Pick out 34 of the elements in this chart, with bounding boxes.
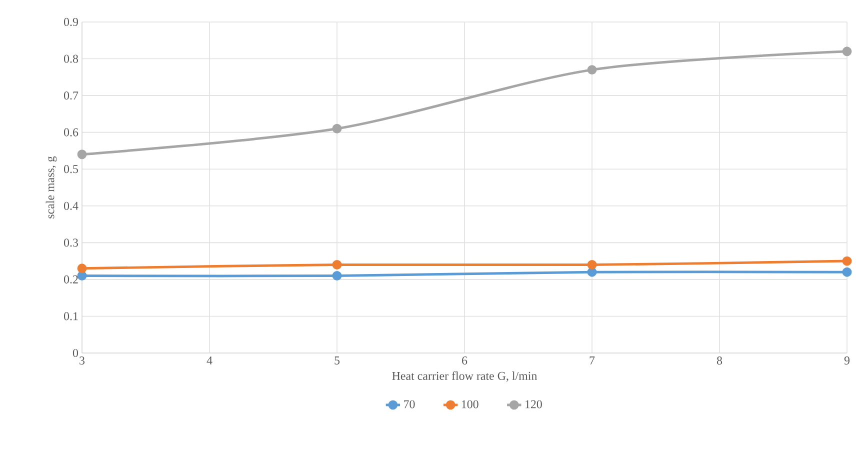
point (842, 256, 852, 266)
point (77, 271, 87, 280)
legend-label: 70 (404, 400, 415, 408)
y-tick-label: 0.7 (64, 91, 78, 100)
point (842, 267, 852, 277)
y-tick-label: 0.4 (64, 202, 78, 210)
point (332, 260, 342, 270)
x-tick-label: 8 (716, 356, 722, 365)
y-tick-label: 0.8 (64, 54, 78, 63)
y-axis-title: scale mass, g (46, 156, 57, 218)
y-tick-label: 0 (72, 348, 78, 358)
x-tick-label: 4 (206, 356, 212, 364)
y-tick-label: 0.2 (64, 275, 78, 284)
legend-label: 120 (526, 400, 542, 408)
x-tick-label: 3 (80, 356, 85, 365)
x-tick-label: 7 (590, 356, 595, 364)
y-tick-label: 0.3 (64, 238, 78, 247)
y-tick-label: 0.6 (64, 128, 78, 136)
x-axis-title: Heat carrier flow rate G, l/min (392, 371, 538, 382)
point (587, 260, 597, 270)
x-tick-label: 9 (844, 356, 850, 365)
point (842, 46, 852, 56)
point (587, 65, 597, 75)
y-tick-label: 0.9 (64, 18, 78, 26)
x-tick-label: 5 (334, 356, 340, 364)
point (332, 124, 342, 134)
legend-label: 100 (462, 400, 478, 408)
point (77, 264, 87, 274)
y-tick-label: 0.5 (64, 165, 78, 174)
x-tick-label: 6 (462, 356, 468, 365)
point (332, 271, 342, 280)
point (77, 150, 87, 160)
y-tick-label: 0.1 (64, 312, 78, 320)
point (587, 267, 597, 277)
